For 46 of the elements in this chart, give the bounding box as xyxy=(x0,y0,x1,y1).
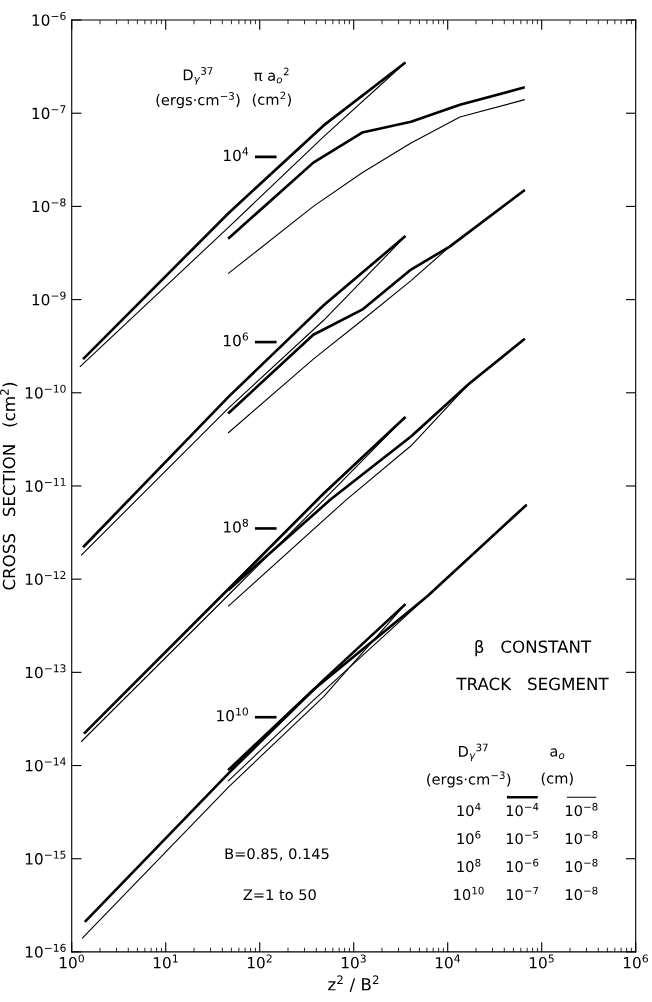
x-tick-label: 10$^{1}$ xyxy=(153,954,178,969)
annotation: 10$^{−6}$ xyxy=(506,858,539,873)
x-tick-label: 10$^{3}$ xyxy=(341,954,366,969)
y-tick-label: 10$^{−14}$ xyxy=(25,757,66,772)
annotation: B=0.85, 0.145 xyxy=(225,848,329,861)
x-tick-label: 10$^{2}$ xyxy=(247,954,272,969)
y-tick-label: 10$^{−13}$ xyxy=(25,664,66,679)
annotation: 10$^{−7}$ xyxy=(506,886,539,901)
annotation: (ergs·cm$^{−3}$) xyxy=(427,771,511,788)
annotation: (cm$^{2}$) xyxy=(252,91,291,107)
y-tick-label: 10$^{−12}$ xyxy=(25,571,66,586)
annotation: 10$^{−8}$ xyxy=(566,858,598,873)
annotation: β CONSTANT xyxy=(475,640,592,657)
series-label: 10$^{6}$ xyxy=(224,332,249,347)
x-tick-label: 10$^{6}$ xyxy=(623,954,648,969)
annotation: D$_{γ}$$^{37}$ xyxy=(459,743,488,762)
x-axis-title: z$^{2}$ / B$^{2}$ xyxy=(328,975,379,992)
x-tick-label: 10$^{4}$ xyxy=(435,954,461,969)
y-tick-label: 10$^{−15}$ xyxy=(25,850,66,865)
annotation: 10$^{6}$ xyxy=(457,830,481,845)
annotation: 10$^{−8}$ xyxy=(566,802,598,817)
annotation: 10$^{−4}$ xyxy=(506,803,539,817)
annotation: D$_{γ}$$^{37}$ xyxy=(183,67,213,85)
series-label: 10$^{10}$ xyxy=(217,707,248,722)
y-tick-label: 10$^{−6}$ xyxy=(32,11,66,26)
annotation: 10$^{4}$ xyxy=(457,803,481,817)
annotation: π a$_{o}$$^{2}$ xyxy=(254,67,289,84)
annotation: 10$^{10}$ xyxy=(454,886,484,901)
annotation: TRACK SEGMENT xyxy=(456,677,609,691)
y-tick-label: 10$^{−8}$ xyxy=(32,198,66,213)
y-tick-label: 10$^{−11}$ xyxy=(25,478,66,492)
y-axis-title: CROSS SECTION (cm$^{2}$) xyxy=(0,382,18,590)
annotation: (ergs·cm$^{−3}$) xyxy=(156,92,240,109)
annotation: a$_{o}$ xyxy=(550,748,565,760)
y-tick-label: 10$^{−7}$ xyxy=(32,105,66,120)
x-tick-label: 10$^{5}$ xyxy=(529,954,554,969)
y-tick-label: 10$^{−10}$ xyxy=(25,384,66,399)
series-label: 10$^{4}$ xyxy=(224,147,249,162)
annotation: (cm) xyxy=(541,772,573,786)
series-label: 10$^{8}$ xyxy=(224,518,249,533)
annotation: Z=1 to 50 xyxy=(243,889,316,901)
annotation: 10$^{−8}$ xyxy=(566,886,598,901)
annotation: 10$^{−5}$ xyxy=(506,830,539,845)
y-tick-label: 10$^{−9}$ xyxy=(32,291,66,306)
annotation: 10$^{−8}$ xyxy=(566,830,598,845)
annotation: 10$^{8}$ xyxy=(457,858,481,873)
